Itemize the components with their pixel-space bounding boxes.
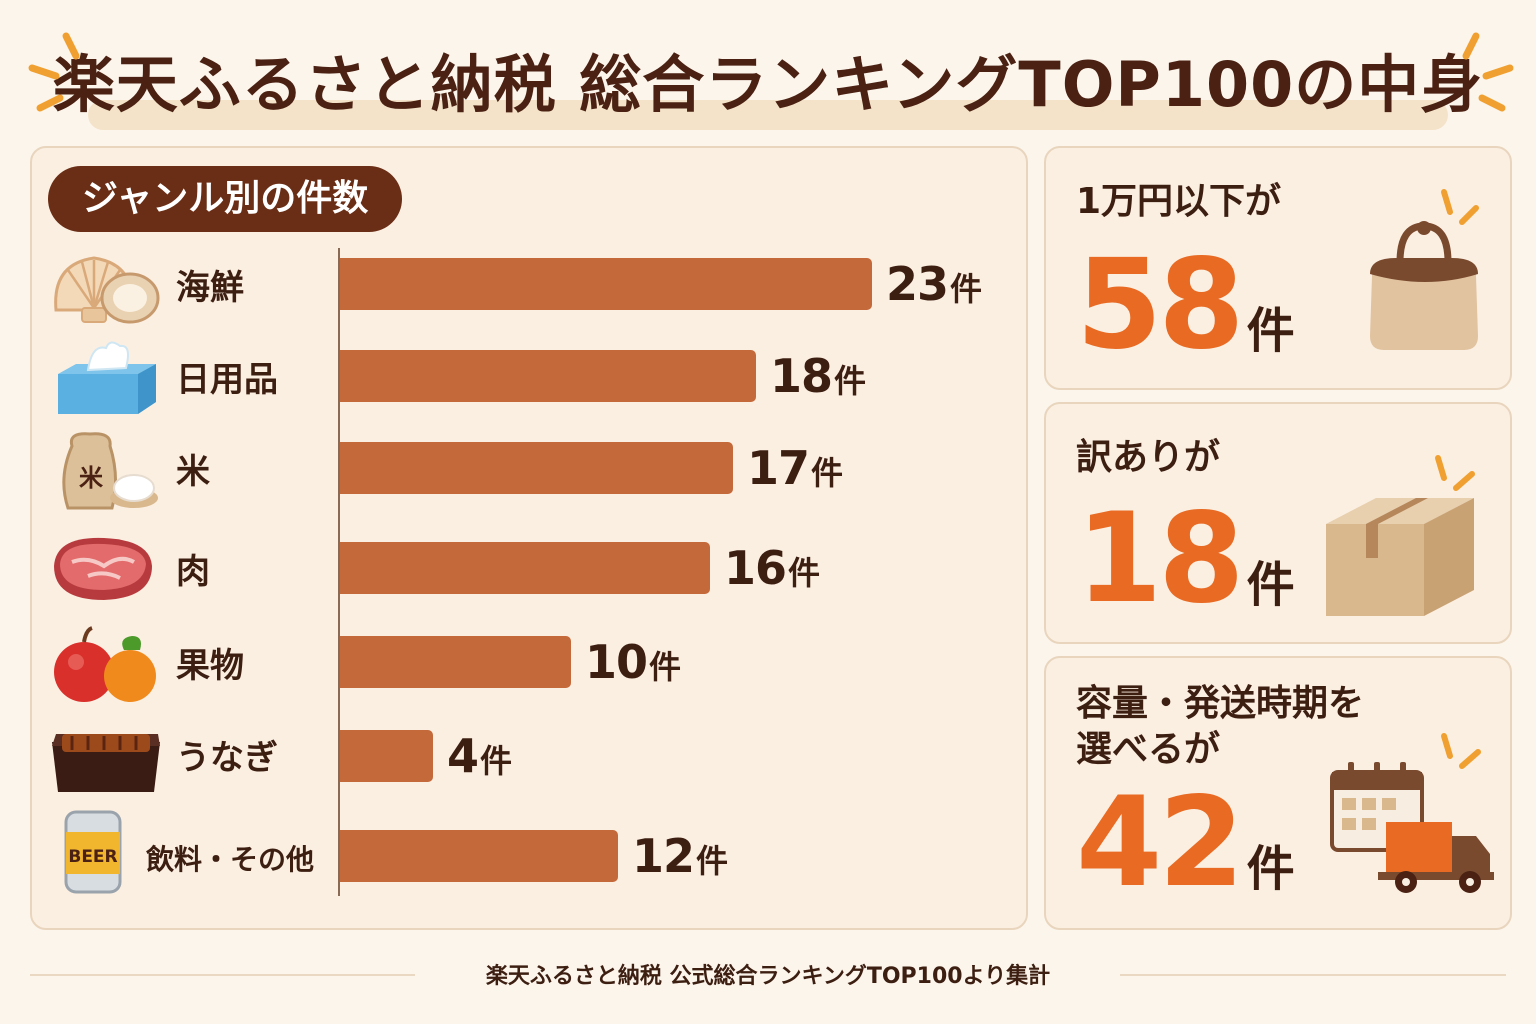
source-note: 楽天ふるさと納税 公式総合ランキングTOP100より集計: [485, 964, 1051, 989]
chart-title: ジャンル別の件数: [48, 166, 403, 232]
bar-value-label: 12件: [632, 829, 729, 883]
scallop-shell-icon: [54, 256, 160, 324]
bar-value-label: 18件: [770, 349, 867, 403]
title-underline: [88, 100, 1448, 130]
category-label: 肉: [176, 552, 210, 592]
category-label: 米: [176, 452, 210, 492]
bar: [340, 442, 733, 494]
spark-left-icon: [28, 32, 80, 112]
stat-label: 容量・発送時期を: [1076, 683, 1365, 724]
bar: [340, 636, 571, 688]
beer-can-icon: BEER: [64, 810, 122, 894]
category-label: 飲料・その他: [146, 843, 315, 876]
bar: [340, 258, 872, 310]
bar-value-label: 17件: [747, 441, 844, 495]
stat-card-wakeari: 訳ありが 18 件: [1044, 402, 1512, 644]
bar: [340, 730, 433, 782]
category-label: 果物: [176, 646, 244, 686]
stat-label: 1万円以下が: [1076, 181, 1282, 222]
bar-value-label: 23件: [886, 257, 983, 311]
cardboard-box-icon: [1326, 455, 1475, 616]
category-label: 日用品: [176, 360, 278, 400]
tissue-box-icon: [58, 341, 156, 414]
rice-bag-label: 米: [79, 464, 103, 492]
stat-label: 選べるが: [1076, 729, 1221, 770]
rice-bag-icon: 米: [62, 432, 158, 510]
stat-value: 58 件: [1076, 233, 1295, 377]
category-label: うなぎ: [176, 738, 278, 778]
stat-card-under-10000-yen: 1万円以下が 58 件: [1044, 146, 1512, 390]
page-title: 楽天ふるさと納税 総合ランキングTOP100の中身: [52, 48, 1484, 121]
category-label: 海鮮: [176, 268, 244, 308]
bar: [340, 830, 618, 882]
bar: [340, 542, 710, 594]
handbag-icon: [1370, 189, 1479, 350]
footer-line-left: [30, 974, 415, 976]
unagi-box-icon: [52, 734, 160, 792]
spark-right-icon: [1462, 32, 1514, 112]
stat-value: 18 件: [1076, 487, 1295, 631]
stat-card-selectable: 容量・発送時期を 選べるが 42 件: [1044, 656, 1512, 930]
chart-axis: [338, 248, 340, 896]
stat-label: 訳ありが: [1076, 437, 1221, 478]
calendar-truck-icon: [1330, 733, 1494, 893]
bar: [340, 350, 756, 402]
stat-value: 42 件: [1076, 771, 1295, 915]
steak-icon: [54, 537, 152, 600]
fruit-icon: [54, 626, 156, 702]
title-area: 楽天ふるさと納税 総合ランキングTOP100の中身: [0, 18, 1536, 133]
bar-value-label: 16件: [724, 541, 821, 595]
beer-can-label: BEER: [68, 847, 117, 867]
bar-value-label: 4件: [447, 729, 513, 783]
bar-value-label: 10件: [585, 635, 682, 689]
footer-line-right: [1120, 974, 1506, 976]
